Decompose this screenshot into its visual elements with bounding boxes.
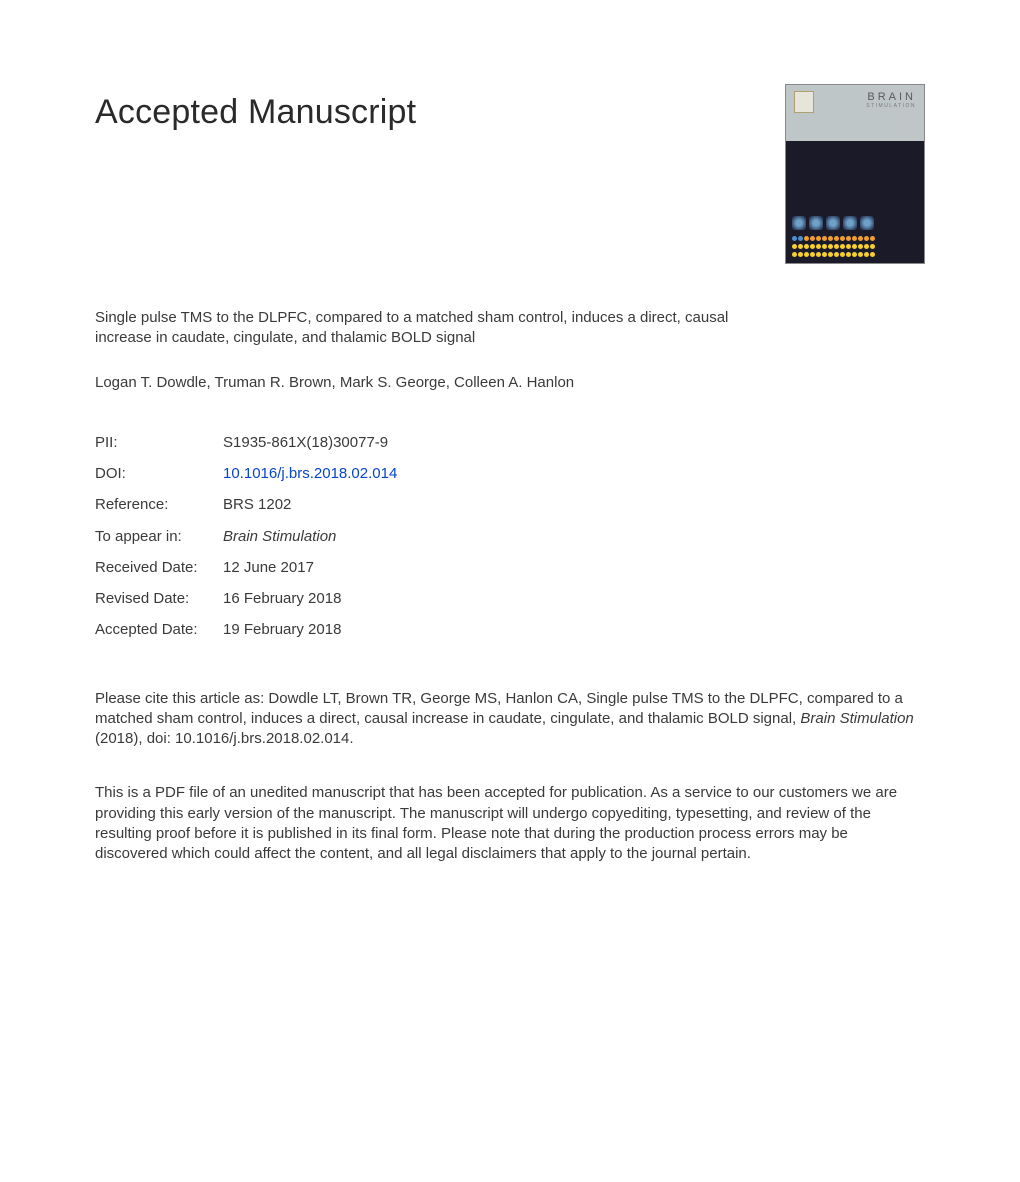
cover-journal-title: BRAIN [866, 91, 916, 103]
cover-dot-row [792, 243, 918, 249]
meta-row-accepted: Accepted Date: 19 February 2018 [95, 620, 925, 640]
cover-dot-row [792, 235, 918, 241]
cover-title-block: BRAIN STIMULATION [866, 91, 916, 110]
cover-dot-row [792, 251, 918, 257]
disclaimer-text: This is a PDF file of an unedited manusc… [95, 783, 915, 864]
meta-value: 19 February 2018 [223, 620, 341, 640]
citation-block: Please cite this article as: Dowdle LT, … [95, 689, 915, 750]
meta-label: Revised Date: [95, 589, 223, 609]
cover-top: BRAIN STIMULATION [786, 85, 924, 141]
meta-label: PII: [95, 433, 223, 453]
meta-value: 16 February 2018 [223, 589, 341, 609]
meta-row-appear: To appear in: Brain Stimulation [95, 527, 925, 547]
page-heading: Accepted Manuscript [95, 90, 416, 136]
meta-value: S1935-861X(18)30077-9 [223, 433, 388, 453]
meta-row-received: Received Date: 12 June 2017 [95, 558, 925, 578]
meta-value: 12 June 2017 [223, 558, 314, 578]
brain-icon [826, 216, 840, 230]
brain-icon [843, 216, 857, 230]
citation-suffix: (2018), doi: 10.1016/j.brs.2018.02.014. [95, 730, 354, 747]
meta-row-reference: Reference: BRS 1202 [95, 495, 925, 515]
doi-link[interactable]: 10.1016/j.brs.2018.02.014 [223, 464, 397, 484]
header-row: Accepted Manuscript BRAIN STIMULATION [95, 90, 925, 264]
metadata-table: PII: S1935-861X(18)30077-9 DOI: 10.1016/… [95, 433, 925, 641]
meta-label: Reference: [95, 495, 223, 515]
meta-row-doi: DOI: 10.1016/j.brs.2018.02.014 [95, 464, 925, 484]
cover-journal-subtitle: STIMULATION [866, 103, 916, 110]
meta-label: Accepted Date: [95, 620, 223, 640]
publisher-logo-icon [794, 91, 814, 113]
meta-value: BRS 1202 [223, 495, 291, 515]
citation-journal: Brain Stimulation [800, 710, 913, 727]
journal-cover-thumbnail: BRAIN STIMULATION [785, 84, 925, 264]
meta-row-pii: PII: S1935-861X(18)30077-9 [95, 433, 925, 453]
meta-row-revised: Revised Date: 16 February 2018 [95, 589, 925, 609]
article-title: Single pulse TMS to the DLPFC, compared … [95, 308, 775, 349]
meta-label: Received Date: [95, 558, 223, 578]
meta-value-journal: Brain Stimulation [223, 527, 336, 547]
cover-brain-row [792, 216, 918, 230]
brain-icon [860, 216, 874, 230]
cover-graphic [786, 141, 924, 263]
article-authors: Logan T. Dowdle, Truman R. Brown, Mark S… [95, 373, 925, 393]
citation-prefix: Please cite this article as: Dowdle LT, … [95, 690, 903, 727]
meta-label: To appear in: [95, 527, 223, 547]
brain-icon [809, 216, 823, 230]
meta-label: DOI: [95, 464, 223, 484]
brain-icon [792, 216, 806, 230]
